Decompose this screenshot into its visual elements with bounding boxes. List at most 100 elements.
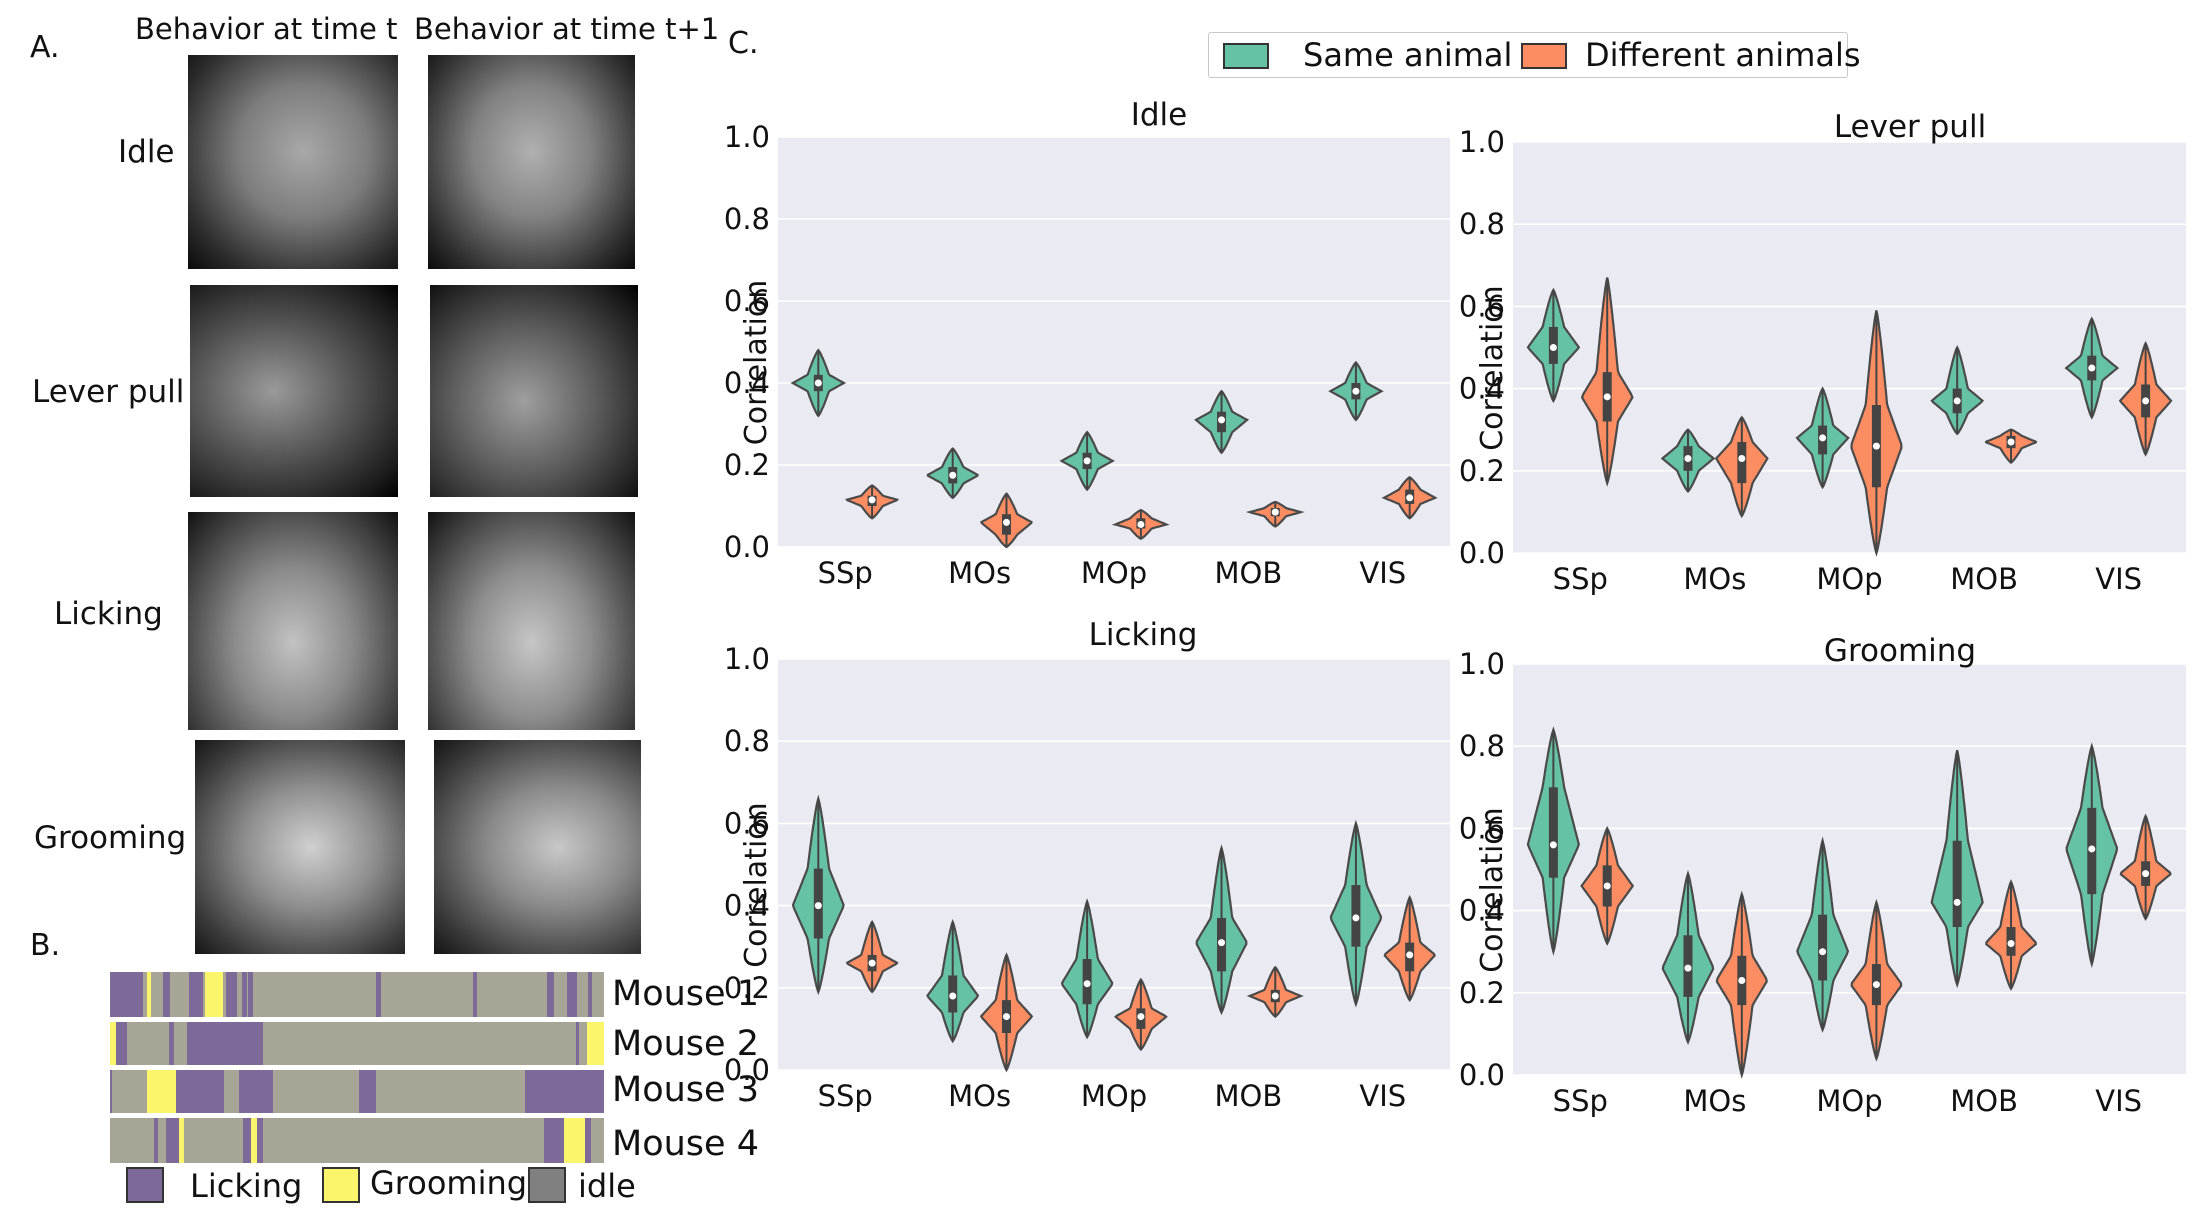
y-tick-label-licking: 1.0 [724,642,770,676]
ethogram-segment-licking [154,1118,158,1163]
panel-c-letter: C. [728,26,759,61]
ethogram-segment-licking [162,972,171,1017]
x-tick-label-lever-pull: VIS [2095,562,2142,596]
violin-iqr-box [1548,787,1558,878]
violin-median [1352,387,1360,395]
x-tick-label-licking: SSp [818,1079,873,1113]
y-tick-label-grooming: 0.8 [1459,729,1505,763]
violin-median [1137,1013,1145,1021]
ethogram-segment-licking [256,1118,264,1163]
violin-median [1738,454,1746,462]
legend-swatch-idle [528,1167,566,1203]
x-tick-label-idle: MOs [948,556,1011,590]
violin-iqr-box [1818,914,1828,981]
violin-median [2088,845,2096,853]
x-tick-label-lever-pull: MOp [1816,562,1882,596]
legend-label-licking: Licking [190,1167,303,1205]
violin-median [1271,508,1279,516]
violin-median [1271,992,1279,1000]
ethogram-segment-licking [110,1070,112,1113]
row-label-idle: Idle [118,134,175,170]
ethogram-segment-licking [189,972,203,1017]
x-tick-label-grooming: SSp [1553,1084,1608,1118]
violin-median [2088,364,2096,372]
violin-median [1137,520,1145,528]
y-tick-label-licking: 0.8 [724,724,770,758]
y-tick-label-idle: 0.6 [724,284,770,318]
x-tick-label-grooming: MOp [1816,1084,1882,1118]
mouse-label-2: Mouse 2 [612,1024,759,1064]
y-tick-label-licking: 0.0 [724,1053,770,1087]
plot-area-idle [778,137,1450,547]
y-tick-label-lever-pull: 0.6 [1459,289,1505,323]
violin-median [1218,416,1226,424]
legend-swatch-grooming [322,1167,360,1203]
grooming-frame-t-image [195,740,405,954]
ethogram-segment-licking [175,1070,224,1113]
ethogram-segment-licking [110,972,143,1017]
ethogram-segment-licking [547,972,555,1017]
y-tick-label-lever-pull: 0.0 [1459,536,1505,570]
legend-swatch-same-animal [1223,43,1269,69]
row-label-lever-pull: Lever pull [32,374,185,410]
x-tick-label-idle: MOB [1215,556,1283,590]
ethogram-segment-licking [375,972,381,1017]
y-tick-label-licking: 0.2 [724,971,770,1005]
correlation-legend: Same animal Different animals [1208,32,1861,78]
violin-median [2007,438,2015,446]
violin-iqr-box [1952,840,1962,928]
y-tick-label-grooming: 0.2 [1459,976,1505,1010]
y-axis-label-licking: Correlation [739,802,774,967]
x-tick-label-lever-pull: MOs [1683,562,1746,596]
y-tick-label-idle: 0.4 [724,366,770,400]
x-tick-label-licking: MOs [948,1079,1011,1113]
ethogram-segment-grooming [586,1022,604,1065]
column-header-time-t: Behavior at time t [135,12,398,46]
violin-median [1406,951,1414,959]
violin-median [1738,976,1746,984]
violin-median [2142,397,2150,405]
y-tick-label-lever-pull: 0.4 [1459,372,1505,406]
ethogram-segment-licking [543,1118,565,1163]
ethogram-segment-grooming [110,1022,116,1065]
chart-title-lever-pull: Lever pull [1834,109,1986,145]
chart-title-grooming: Grooming [1824,633,1976,669]
violin-median [1872,442,1880,450]
ethogram-segment-grooming [179,1118,184,1163]
violin-median [2007,939,2015,947]
ethogram-segment-licking [165,1118,180,1163]
ethogram-segment-licking [243,1118,251,1163]
x-tick-label-idle: SSp [818,556,873,590]
ethogram-segment-licking [115,1022,128,1065]
violin-median [1953,898,1961,906]
ethogram-segment-licking [226,972,238,1017]
x-tick-label-grooming: VIS [2095,1084,2142,1118]
x-tick-label-licking: VIS [1359,1079,1406,1113]
ethogram-segment-licking [242,972,248,1017]
legend-label-same-animal: Same animal [1303,36,1513,74]
ethogram-segment-licking [239,1070,273,1113]
y-axis-label-grooming: Correlation [1475,807,1510,972]
violin-median [1083,457,1091,465]
ethogram-segment-licking [588,972,593,1017]
violin-median [1549,344,1557,351]
lever-pull-frame-t-image [190,285,398,497]
idle-frame-t1-image [428,55,635,269]
ethogram-segment-licking [576,1022,580,1065]
ethogram-segment-grooming [147,972,151,1017]
violin-median [1083,980,1091,988]
violin-median [1819,434,1827,442]
violin-median [1002,518,1010,526]
ethogram-segment-licking [585,1118,592,1163]
x-tick-label-licking: MOp [1081,1079,1147,1113]
legend-label-grooming: Grooming [370,1164,528,1202]
y-tick-label-lever-pull: 1.0 [1459,125,1505,159]
row-label-grooming: Grooming [34,820,187,856]
ethogram-row-mouse-1 [110,972,604,1017]
y-tick-label-licking: 0.6 [724,806,770,840]
ethogram-segment-grooming [147,1070,176,1113]
violin-median [814,902,822,910]
violin-median [1603,882,1611,890]
chart-title-licking: Licking [1089,617,1198,653]
